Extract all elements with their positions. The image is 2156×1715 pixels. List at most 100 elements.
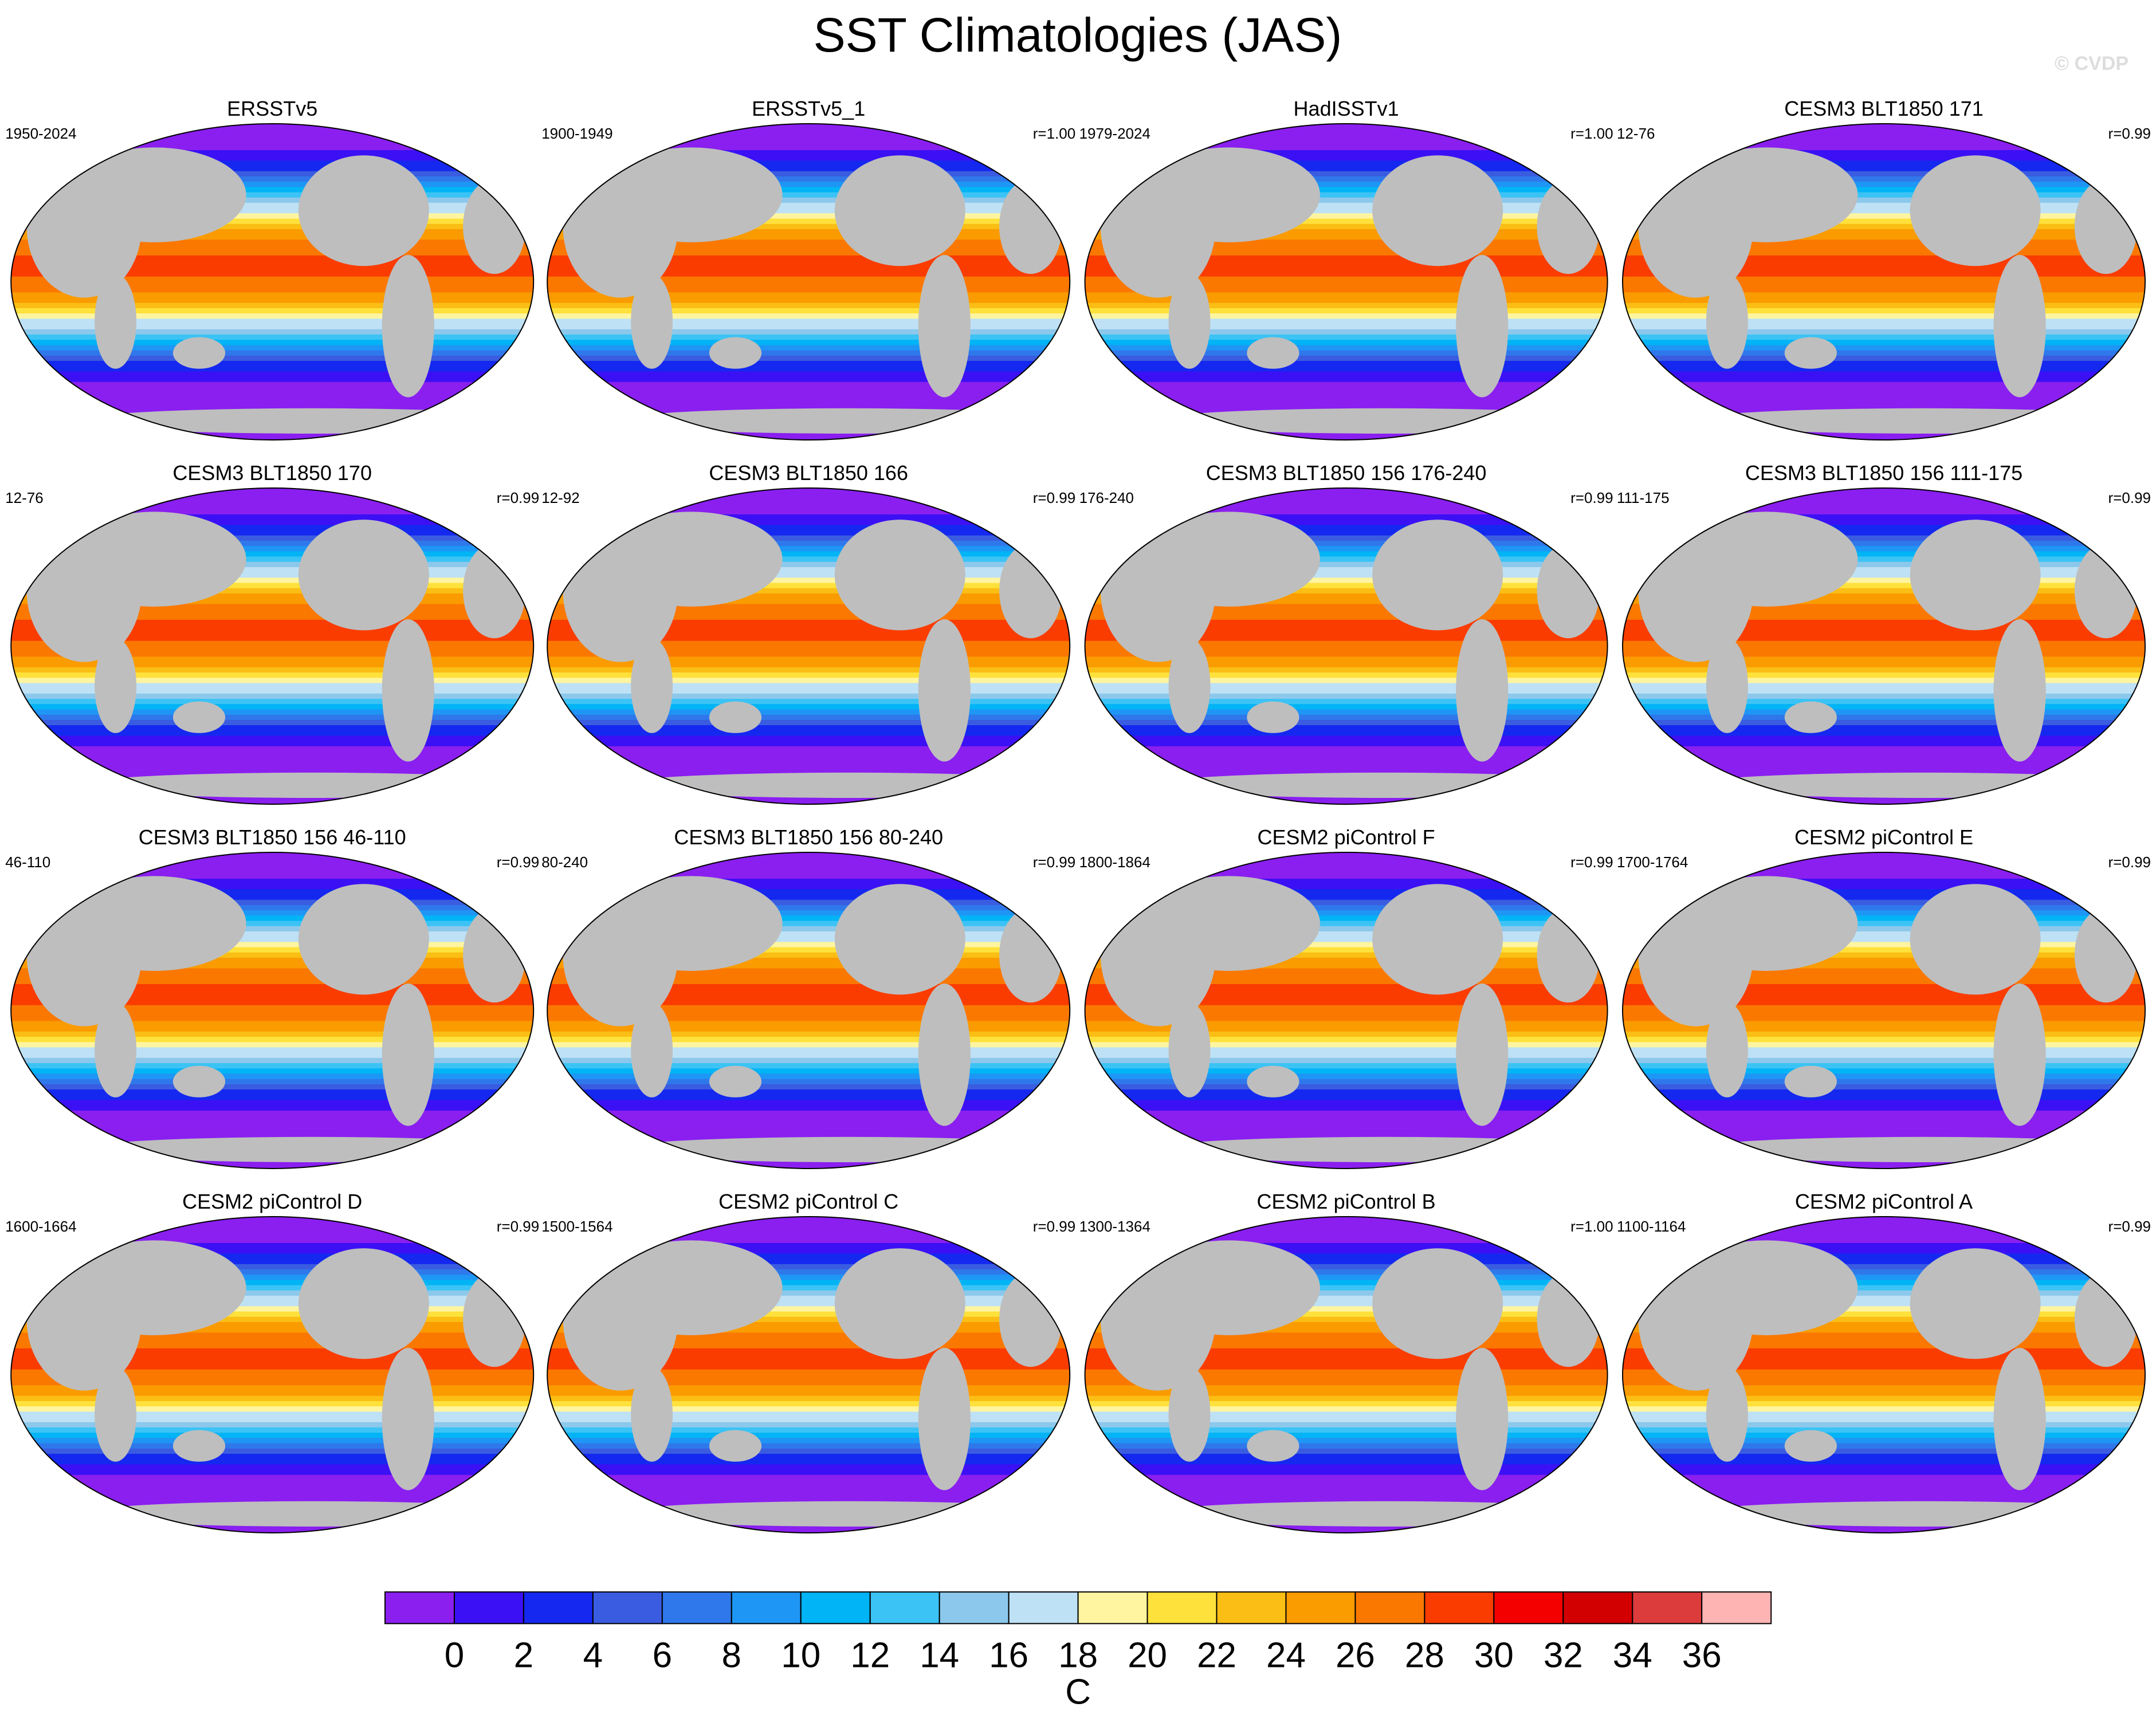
sst-band xyxy=(547,176,1070,183)
sst-band xyxy=(11,1348,534,1355)
sst-band xyxy=(547,873,1070,879)
sst-band xyxy=(1085,714,1608,721)
sst-band xyxy=(1085,1332,1608,1339)
land xyxy=(1137,512,1320,607)
sst-band xyxy=(1085,271,1608,277)
map-outline xyxy=(547,123,1071,440)
sst-band xyxy=(1085,1258,1608,1265)
sst-band xyxy=(1085,921,1608,927)
sst-band xyxy=(1085,1100,1608,1106)
sst-band xyxy=(547,134,1070,140)
sst-band xyxy=(11,403,534,409)
sst-band xyxy=(11,1485,534,1492)
sst-band xyxy=(1623,1264,2145,1270)
sst-band xyxy=(1085,1448,1608,1454)
sst-band xyxy=(11,572,534,579)
sst-band xyxy=(11,366,534,372)
sst-band xyxy=(547,1105,1070,1111)
sst-band xyxy=(1085,520,1608,526)
land xyxy=(1456,1348,1509,1490)
sst-band xyxy=(11,958,534,964)
land xyxy=(1168,274,1211,369)
panel-r: r=0.99 xyxy=(1033,489,1075,506)
sst-band xyxy=(1085,593,1608,600)
sst-band xyxy=(11,1121,534,1127)
sst-band xyxy=(547,1063,1070,1069)
map xyxy=(1623,488,2145,804)
land xyxy=(709,1430,762,1462)
sst-band xyxy=(1623,144,2145,151)
sst-band xyxy=(547,583,1070,589)
sst-band xyxy=(1623,488,2145,494)
sst-band xyxy=(1623,1079,2145,1085)
sst-band xyxy=(11,1364,534,1370)
sst-band xyxy=(11,197,534,203)
sst-band xyxy=(547,635,1070,642)
sst-band xyxy=(1623,620,2145,626)
sst-band xyxy=(11,905,534,911)
colorbar-box xyxy=(453,1591,524,1624)
sst-band xyxy=(547,1047,1070,1053)
sst-band xyxy=(1085,1089,1608,1096)
sst-band xyxy=(1623,1021,2145,1027)
sst-band xyxy=(11,155,534,162)
sst-band xyxy=(1623,572,2145,579)
sst-band xyxy=(11,978,534,985)
sst-band xyxy=(547,271,1070,277)
land xyxy=(2074,543,2138,639)
colorbar-tick-label: 16 xyxy=(989,1635,1028,1675)
panel-period: 176-240 xyxy=(1079,489,1134,506)
sst-band xyxy=(1085,1385,1608,1391)
sst-band xyxy=(11,968,534,974)
land xyxy=(599,512,783,607)
map-panel: CESM3 BLT1850 170 12-76 r=0.99 xyxy=(5,461,539,805)
sst-band xyxy=(1085,1485,1608,1492)
land xyxy=(1993,984,2046,1126)
sst-band xyxy=(11,947,534,953)
sst-band xyxy=(547,994,1070,1001)
sst-band xyxy=(1623,678,2145,684)
map xyxy=(11,1217,534,1533)
sst-band xyxy=(547,725,1070,731)
sst-band xyxy=(1085,905,1608,911)
sst-band xyxy=(11,1338,534,1344)
sst-band xyxy=(1623,234,2145,241)
sst-band xyxy=(11,361,534,367)
sst-band xyxy=(1623,1380,2145,1386)
sst-band xyxy=(547,381,1070,388)
sst-band xyxy=(547,223,1070,230)
sst-band xyxy=(547,1417,1070,1423)
sst-band xyxy=(1085,187,1608,193)
sst-band xyxy=(1623,915,2145,922)
land xyxy=(63,876,246,971)
sst-band xyxy=(1085,604,1608,610)
sst-band xyxy=(1623,1338,2145,1344)
sst-band xyxy=(1085,693,1608,699)
land xyxy=(834,155,965,266)
sst-band xyxy=(11,604,534,610)
sst-band xyxy=(11,1217,534,1223)
sst-band xyxy=(547,255,1070,262)
sst-band xyxy=(11,588,534,594)
sst-band xyxy=(1085,1338,1608,1344)
sst-band xyxy=(11,1005,534,1011)
sst-band xyxy=(1085,250,1608,256)
sst-band xyxy=(1623,868,2145,874)
sst-band xyxy=(547,1395,1070,1402)
land xyxy=(1993,1348,2046,1490)
sst-band xyxy=(1085,1290,1608,1296)
panel-period: 1700-1764 xyxy=(1617,853,1688,871)
sst-band xyxy=(1623,1364,2145,1370)
sst-band xyxy=(1623,392,2145,399)
sst-band xyxy=(11,688,534,694)
sst-band xyxy=(11,276,534,282)
sst-band xyxy=(1085,1311,1608,1317)
sst-band xyxy=(11,1496,534,1502)
sst-band xyxy=(1623,255,2145,262)
land xyxy=(1137,876,1320,971)
sst-band xyxy=(1085,308,1608,314)
sst-band xyxy=(547,730,1070,737)
map-outline xyxy=(1622,852,2146,1169)
sst-band xyxy=(1085,1126,1608,1132)
panel-r: r=0.99 xyxy=(497,489,539,506)
